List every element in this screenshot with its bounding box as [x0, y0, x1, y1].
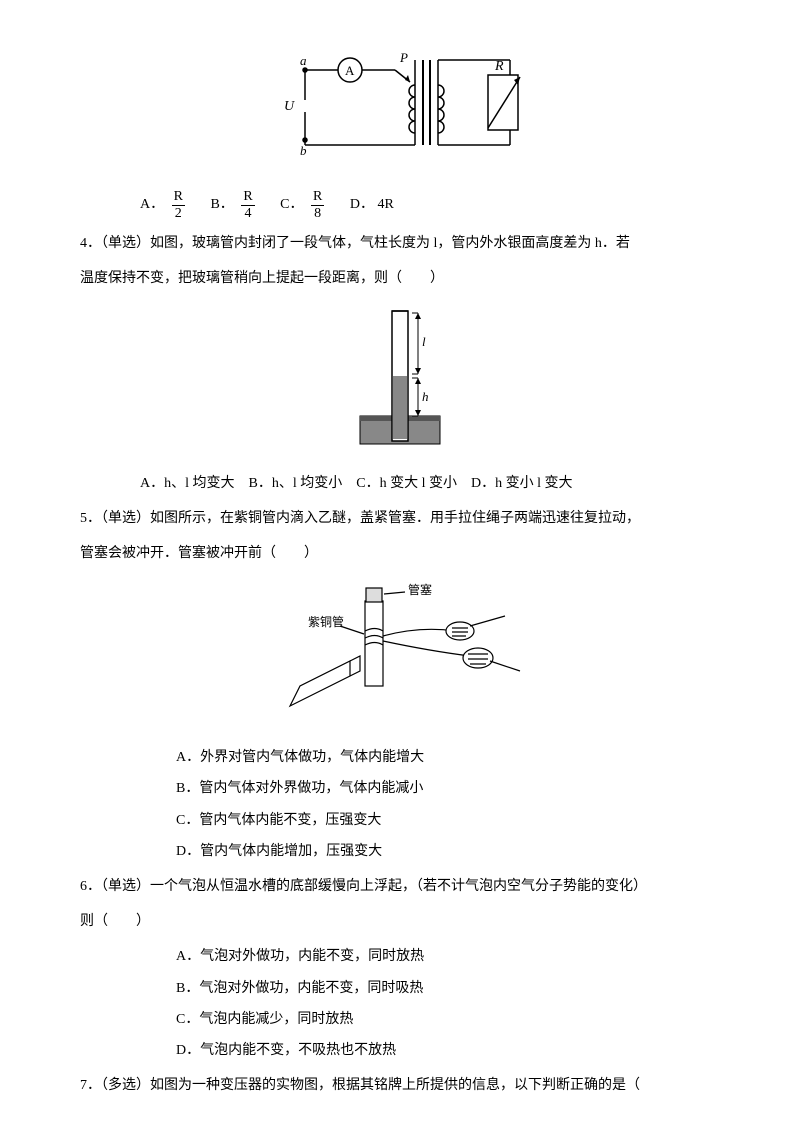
- q4-options: A．h、l 均变大 B．h、l 均变小 C．h 变大 l 变小 D．h 变小 l…: [80, 471, 720, 496]
- q5-line1: 5．（单选）如图所示，在紫铜管内滴入乙醚，盖紧管塞．用手拉住绳子两端迅速往复拉动…: [80, 506, 720, 531]
- label-A: A: [345, 63, 355, 78]
- q3-option-D: D． 4R: [350, 192, 394, 217]
- q6-optC: C．气泡内能减少，同时放热: [80, 1007, 720, 1032]
- q5-optB: B．管内气体对外界做功，气体内能减小: [80, 776, 720, 801]
- den: 4: [241, 206, 254, 221]
- q3-option-A: A． R 2: [140, 189, 189, 221]
- label-l: l: [422, 334, 426, 349]
- label-R: R: [494, 59, 504, 74]
- q6-line1: 6．（单选）一个气泡从恒温水槽的底部缓慢向上浮起，（若不计气泡内空气分子势能的变…: [80, 874, 720, 899]
- q5-line2: 管塞会被冲开．管塞被冲开前（ ）: [80, 541, 720, 566]
- q5-optD: D．管内气体内能增加，压强变大: [80, 839, 720, 864]
- opt-letter: A．: [140, 197, 164, 212]
- q4-figure: l h: [80, 301, 720, 460]
- label-cork: 管塞: [408, 582, 432, 597]
- label-h: h: [422, 389, 429, 404]
- q6-line2: 则（ ）: [80, 909, 720, 934]
- fraction: R 8: [311, 189, 324, 221]
- label-b: b: [300, 143, 307, 158]
- fraction: R 2: [172, 189, 185, 221]
- q6-optB: B．气泡对外做功，内能不变，同时吸热: [80, 976, 720, 1001]
- opt-text: 4R: [377, 197, 393, 212]
- label-P: P: [399, 50, 408, 65]
- q5-optA: A．外界对管内气体做功，气体内能增大: [80, 745, 720, 770]
- den: 8: [311, 206, 324, 221]
- q4-line2-text: 温度保持不变，把玻璃管稍向上提起一段距离，则（ ）: [80, 271, 444, 286]
- q4-line2: 温度保持不变，把玻璃管稍向上提起一段距离，则（ ）: [80, 266, 720, 291]
- q6-optA: A．气泡对外做功，内能不变，同时放热: [80, 944, 720, 969]
- label-U: U: [284, 99, 295, 114]
- num: R: [172, 189, 185, 205]
- q3-option-C: C． R 8: [280, 189, 328, 221]
- opt-letter: D．: [350, 197, 374, 212]
- q6-optD: D．气泡内能不变，不吸热也不放热: [80, 1038, 720, 1063]
- den: 2: [172, 206, 185, 221]
- opt-letter: B．: [210, 197, 233, 212]
- q3-options: A． R 2 B． R 4 C． R 8 D． 4R: [80, 189, 720, 221]
- q5-optC: C．管内气体内能不变，压强变大: [80, 808, 720, 833]
- label-tube: 紫铜管: [308, 614, 344, 629]
- q3-option-B: B． R 4: [210, 189, 258, 221]
- num: R: [311, 189, 324, 205]
- opt-letter: C．: [280, 197, 303, 212]
- q4-line1: 4．（单选）如图，玻璃管内封闭了一段气体，气柱长度为 l，管内外水银面高度差为 …: [80, 231, 720, 256]
- fraction: R 4: [241, 189, 254, 221]
- label-a: a: [300, 53, 307, 68]
- q5-figure: 紫铜管 管塞: [80, 576, 720, 735]
- q7-line1: 7．（多选）如图为一种变压器的实物图，根据其铭牌上所提供的信息，以下判断正确的是…: [80, 1073, 720, 1098]
- circuit-figure: a b U A P R: [80, 40, 720, 179]
- num: R: [241, 189, 254, 205]
